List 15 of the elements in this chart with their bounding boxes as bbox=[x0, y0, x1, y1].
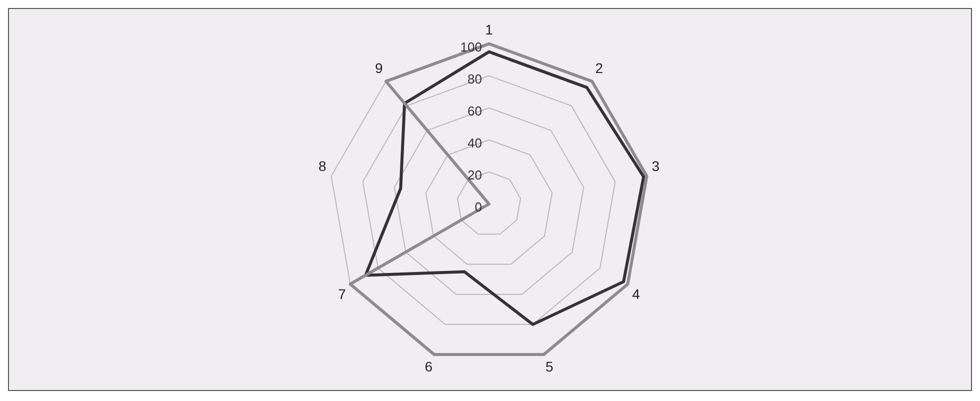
y-tick-label: 100 bbox=[460, 39, 482, 54]
spoke-label: 9 bbox=[375, 60, 384, 76]
y-tick-label: 20 bbox=[468, 168, 482, 183]
spoke-label: 4 bbox=[632, 286, 640, 302]
spoke-label: 1 bbox=[485, 21, 494, 38]
spoke-label: 3 bbox=[652, 158, 660, 174]
y-tick-label: 80 bbox=[468, 71, 482, 86]
spoke-label: 5 bbox=[546, 358, 554, 374]
y-tick-label: 40 bbox=[468, 136, 482, 150]
y-tick-label: 60 bbox=[468, 103, 482, 118]
spoke-label: 2 bbox=[595, 60, 604, 76]
spoke-label: 6 bbox=[424, 358, 433, 374]
y-tick-label: 0 bbox=[474, 200, 482, 215]
spoke-label: 7 bbox=[338, 286, 346, 302]
spoke-label: 8 bbox=[318, 158, 327, 174]
